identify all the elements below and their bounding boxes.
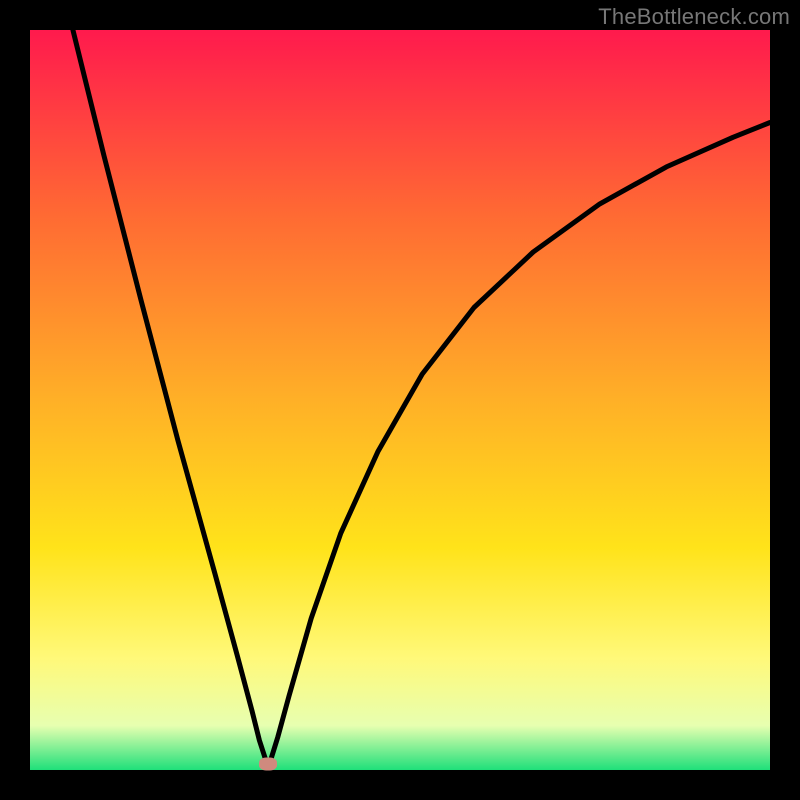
plot-area [30,30,770,770]
watermark-text: TheBottleneck.com [598,4,790,30]
chart-container: TheBottleneck.com [0,0,800,800]
minimum-marker [259,758,277,771]
bottleneck-curve [30,30,770,770]
curve-path [73,30,770,768]
